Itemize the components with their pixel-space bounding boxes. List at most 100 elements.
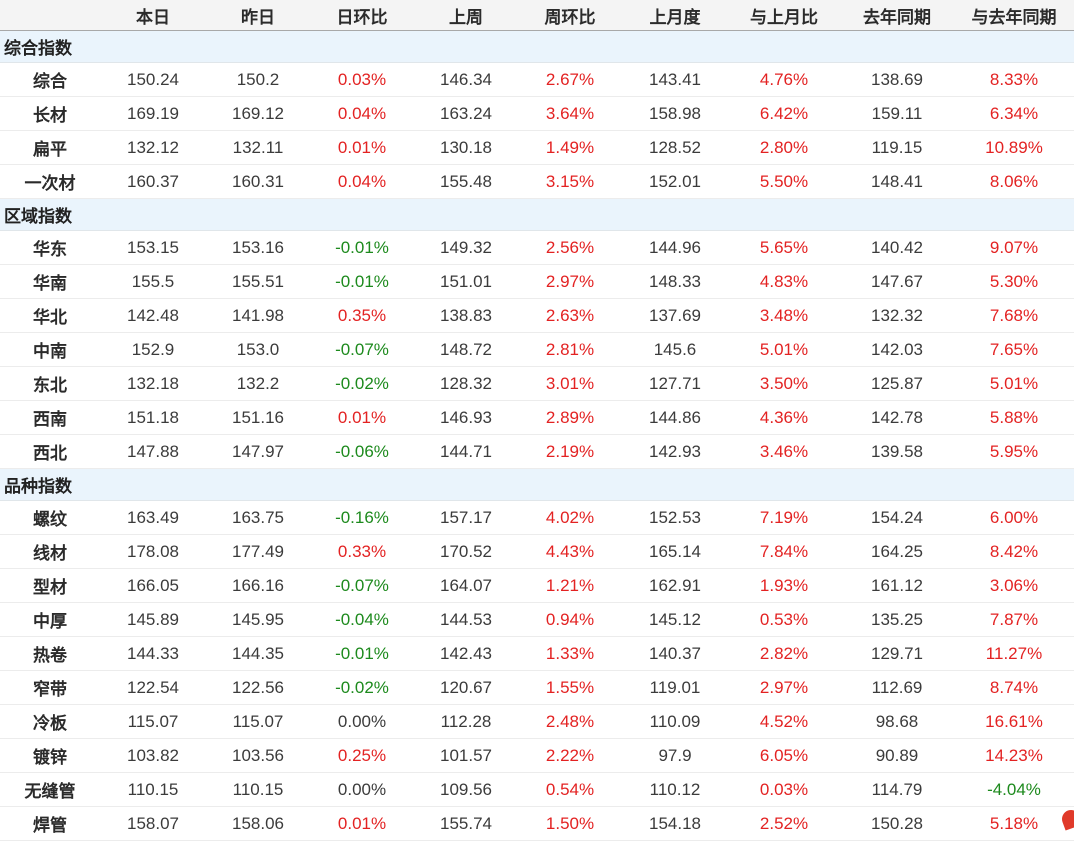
table-row: 西南 151.18 151.16 0.01% 146.93 2.89% 144.86 4.36… [0,400,1074,435]
table-row: 线材 178.08 177.49 0.33% 170.52 4.43% 165.14 7.84… [0,534,1074,569]
percent-cell: 0.03% [310,62,414,97]
percent-cell: 2.52% [728,806,840,841]
row-label: 无缝管 [0,772,100,807]
section-title: 区域指数 [0,198,1074,231]
value-cell: 138.83 [414,298,518,333]
percent-cell: 1.55% [518,670,622,705]
percent-cell: 5.01% [728,332,840,367]
percent-cell: 0.33% [310,534,414,569]
percent-cell: -0.16% [310,500,414,535]
table-row: 一次材 160.37 160.31 0.04% 155.48 3.15% 152.01 5.5… [0,164,1074,199]
row-label: 华东 [0,230,100,265]
column-header: 本日 [100,0,206,31]
value-cell: 166.05 [100,568,206,603]
value-cell: 150.24 [100,62,206,97]
value-cell: 148.41 [840,164,954,199]
value-cell: 110.12 [622,772,728,807]
value-cell: 145.89 [100,602,206,637]
value-cell: 101.57 [414,738,518,773]
table-header: 本日 昨日 日环比 上周 周环比 上月度 与上月比 去年同期 与去年同期 [0,0,1074,31]
table-row: 东北 132.18 132.2 -0.02% 128.32 3.01% 127.71 3.50… [0,366,1074,401]
table-row: 华北 142.48 141.98 0.35% 138.83 2.63% 137.69 3.48… [0,298,1074,333]
percent-cell: -0.04% [310,602,414,637]
column-header: 去年同期 [840,0,954,31]
value-cell: 144.33 [100,636,206,671]
section-title: 品种指数 [0,468,1074,501]
value-cell: 158.07 [100,806,206,841]
value-cell: 178.08 [100,534,206,569]
value-cell: 132.32 [840,298,954,333]
row-label: 中厚 [0,602,100,637]
value-cell: 157.17 [414,500,518,535]
percent-cell: 3.06% [954,568,1074,603]
value-cell: 145.95 [206,602,310,637]
percent-cell: 7.68% [954,298,1074,333]
value-cell: 158.98 [622,96,728,131]
value-cell: 154.24 [840,500,954,535]
value-cell: 146.34 [414,62,518,97]
value-cell: 119.01 [622,670,728,705]
column-header: 周环比 [518,0,622,31]
percent-cell: 9.07% [954,230,1074,265]
percent-cell: 7.84% [728,534,840,569]
table-row: 中厚 145.89 145.95 -0.04% 144.53 0.94% 145.12 0.5… [0,602,1074,637]
value-cell: 143.41 [622,62,728,97]
row-label: 热卷 [0,636,100,671]
percent-cell: -0.01% [310,264,414,299]
value-cell: 154.18 [622,806,728,841]
percent-cell: 10.89% [954,130,1074,165]
value-cell: 153.15 [100,230,206,265]
percent-cell: -0.06% [310,434,414,469]
percent-cell: 6.00% [954,500,1074,535]
percent-cell: 0.01% [310,130,414,165]
percent-cell: 2.80% [728,130,840,165]
column-header-empty [0,0,100,31]
value-cell: 114.79 [840,772,954,807]
percent-cell: 2.63% [518,298,622,333]
value-cell: 103.56 [206,738,310,773]
percent-cell: 2.19% [518,434,622,469]
value-cell: 162.91 [622,568,728,603]
table-row: 热卷 144.33 144.35 -0.01% 142.43 1.33% 140.37 2.8… [0,636,1074,671]
value-cell: 161.12 [840,568,954,603]
value-cell: 122.56 [206,670,310,705]
value-cell: 109.56 [414,772,518,807]
percent-cell: 2.48% [518,704,622,739]
row-label: 西南 [0,400,100,435]
value-cell: 166.16 [206,568,310,603]
percent-cell: 1.50% [518,806,622,841]
table-row: 型材 166.05 166.16 -0.07% 164.07 1.21% 162.91 1.9… [0,568,1074,603]
value-cell: 128.52 [622,130,728,165]
value-cell: 163.24 [414,96,518,131]
percent-cell: 6.05% [728,738,840,773]
value-cell: 135.25 [840,602,954,637]
percent-cell: 4.83% [728,264,840,299]
row-label: 螺纹 [0,500,100,535]
value-cell: 144.71 [414,434,518,469]
percent-cell: 3.50% [728,366,840,401]
percent-cell: 11.27% [954,636,1074,671]
row-label: 冷板 [0,704,100,739]
value-cell: 164.07 [414,568,518,603]
value-cell: 112.69 [840,670,954,705]
percent-cell: 4.76% [728,62,840,97]
table-row: 中南 152.9 153.0 -0.07% 148.72 2.81% 145.6 5.01% 1… [0,332,1074,367]
percent-cell: 3.15% [518,164,622,199]
percent-cell: -0.02% [310,670,414,705]
value-cell: 152.01 [622,164,728,199]
percent-cell: 0.54% [518,772,622,807]
value-cell: 155.74 [414,806,518,841]
section-title: 综合指数 [0,30,1074,63]
percent-cell: -0.07% [310,568,414,603]
value-cell: 140.37 [622,636,728,671]
table-row: 综合 150.24 150.2 0.03% 146.34 2.67% 143.41 4.76%… [0,62,1074,97]
value-cell: 155.5 [100,264,206,299]
percent-cell: 5.01% [954,366,1074,401]
table-row: 螺纹 163.49 163.75 -0.16% 157.17 4.02% 152.53 7.1… [0,500,1074,535]
row-label: 线材 [0,534,100,569]
percent-cell: 4.52% [728,704,840,739]
percent-cell: -0.01% [310,636,414,671]
value-cell: 103.82 [100,738,206,773]
percent-cell: 1.93% [728,568,840,603]
